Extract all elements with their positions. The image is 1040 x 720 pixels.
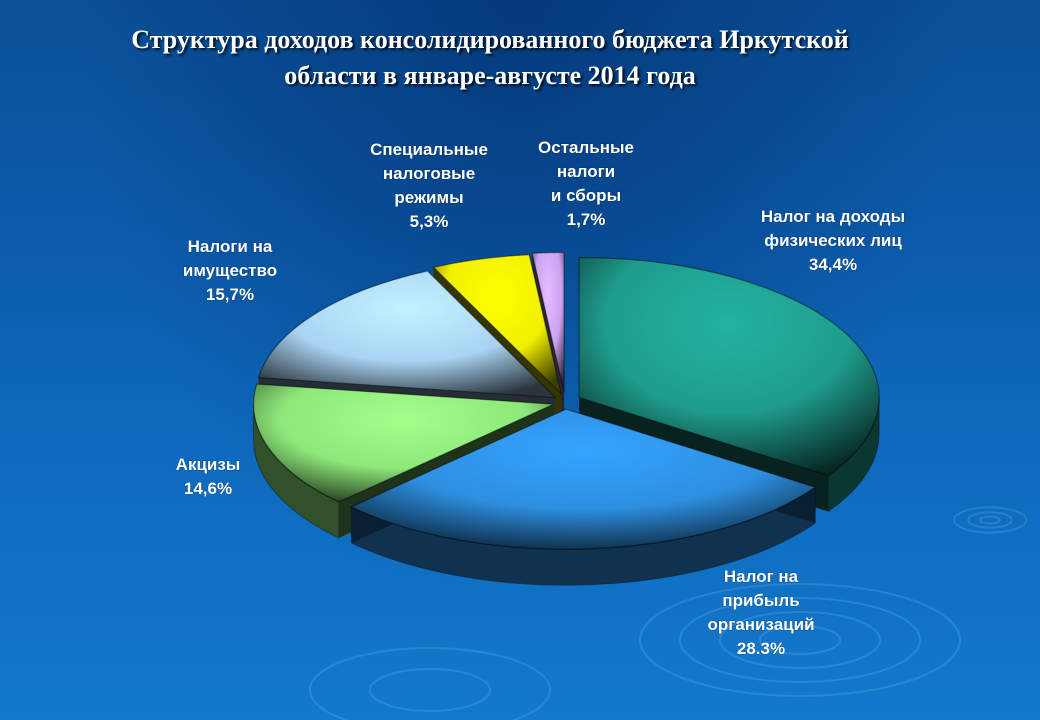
slice-label-0: Налог на доходы физических лиц 34,4% (761, 207, 905, 274)
ripple-ring (309, 647, 551, 720)
slice-label-line: Акцизы (176, 455, 241, 474)
slice-value: 34,4% (809, 255, 857, 274)
slice-value: 28.3% (737, 639, 785, 658)
slice-value: 1,7% (567, 210, 606, 229)
slice-top (531, 251, 565, 393)
ripple-ring (679, 597, 921, 683)
slice-label-line: и сборы (551, 186, 621, 205)
title-line-1: Структура доходов консолидированного бюд… (131, 25, 849, 54)
slice-label-line: Налог на (724, 567, 799, 586)
slice-label-4: Специальные налоговые режимы 5,3% (370, 140, 488, 231)
slice-label-line: налоги (557, 162, 615, 181)
slice-label-line: имущество (183, 261, 277, 280)
pie-labels: Налог на доходы физических лиц 34,4%Налог … (175, 138, 905, 659)
slice-top (257, 270, 557, 399)
slice-top (578, 256, 880, 477)
pie-slice-1 (349, 408, 817, 586)
ripple-ring (719, 611, 881, 669)
title-line-2: области в январе-августе 2014 года (284, 61, 696, 90)
ripple-ring (759, 625, 841, 655)
slice-label-line: налоговые (383, 164, 475, 183)
slice-label-line: Налоги на (188, 237, 273, 256)
slice-label-3: Налоги на имущество 15,7% (183, 237, 277, 304)
ripple-ring (639, 583, 961, 697)
slice-label-line: режимы (394, 188, 463, 207)
ripple-ring (967, 511, 1013, 529)
slice-label-line: Налог на доходы (761, 207, 905, 226)
pie-slices (252, 251, 880, 586)
slice-top (432, 254, 563, 396)
slice-label-2: Акцизы 14,6% (176, 455, 241, 498)
ripple-ring (953, 506, 1027, 534)
ripple-ring (369, 668, 491, 712)
chart-title: Структура доходов консолидированного бюд… (40, 22, 940, 94)
decorative-ripples (309, 506, 1027, 720)
slice-top (252, 383, 554, 503)
slice-top (349, 408, 817, 550)
slice-label-line: организаций (707, 615, 814, 634)
slice-label-line: Остальные (538, 138, 634, 157)
slice-label-line: Специальные (370, 140, 488, 159)
slice-label-1: Налог на прибыль организаций 28.3% (707, 567, 814, 658)
slice-value: 14,6% (184, 479, 232, 498)
slice-label-5: Остальные налоги и сборы 1,7% (538, 138, 634, 229)
slice-value: 15,7% (206, 285, 254, 304)
slice-value: 5,3% (410, 212, 449, 231)
slice-label-line: прибыль (722, 591, 799, 610)
slice-label-line: физических лиц (764, 231, 902, 250)
ripple-ring (979, 515, 1001, 525)
